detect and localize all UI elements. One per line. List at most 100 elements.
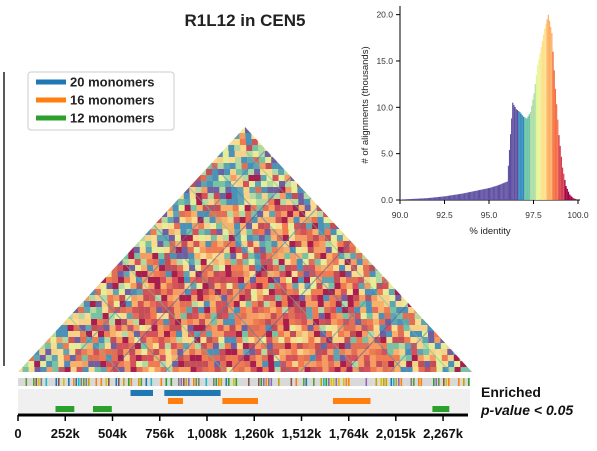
x-tick-label: 252k xyxy=(51,426,81,441)
annotation-mark xyxy=(420,378,423,386)
histogram-bar xyxy=(499,184,501,200)
annotation-mark xyxy=(260,378,263,386)
histogram-bar xyxy=(481,189,483,200)
histogram-bar xyxy=(547,14,549,200)
annotation-mark xyxy=(193,378,195,386)
annotation-mark xyxy=(258,378,260,386)
annotation-mark xyxy=(160,378,163,386)
inset-y-tick-label: 10.0 xyxy=(376,102,393,112)
annotation-mark xyxy=(278,378,280,386)
histogram-bar xyxy=(447,195,449,200)
annotation-mark xyxy=(213,378,215,386)
annotation-mark xyxy=(100,378,103,386)
annotation-mark xyxy=(138,378,140,386)
histogram-bar xyxy=(529,111,532,200)
annotation-mark xyxy=(270,378,273,386)
annotation-mark xyxy=(410,378,413,386)
inset-y-tick-label: 20.0 xyxy=(376,10,393,20)
enriched-segment xyxy=(130,390,153,396)
histogram-bar xyxy=(489,187,491,200)
x-axis: 0 252k 504k 756k 1,008k 1,260k 1,512k 1,764k 2,0… xyxy=(14,413,468,441)
histogram-bar xyxy=(521,115,523,200)
histogram-bar xyxy=(522,116,525,200)
histogram-bar xyxy=(540,47,542,200)
histogram-bar xyxy=(525,117,527,200)
annotation-mark xyxy=(188,378,190,386)
histogram-bar xyxy=(486,188,488,200)
annotation-mark xyxy=(365,378,368,386)
histogram-bar xyxy=(425,198,427,200)
annotation-mark xyxy=(328,378,330,386)
histogram-bar xyxy=(402,199,404,200)
histogram-bar xyxy=(507,165,509,200)
histogram-bar xyxy=(411,198,413,200)
histogram-bar xyxy=(510,134,512,200)
histogram-bar xyxy=(515,109,517,200)
histogram-bar xyxy=(574,198,576,200)
annotation-mark xyxy=(140,378,143,386)
enriched-segment xyxy=(168,398,183,404)
histogram-bar xyxy=(421,198,423,200)
histogram-bar xyxy=(548,20,551,201)
histogram-bar xyxy=(503,182,505,200)
histogram-bar xyxy=(477,190,479,200)
histogram-bar xyxy=(505,181,507,200)
annotation-mark xyxy=(463,378,465,386)
histogram-bar xyxy=(565,186,567,200)
annotation-mark xyxy=(330,378,333,386)
histogram-bar xyxy=(567,191,570,200)
histogram-bar xyxy=(423,198,425,200)
x-tick-label: 1,260k xyxy=(234,426,275,441)
histogram-bar xyxy=(433,197,435,200)
annotation-mark xyxy=(123,378,125,386)
histogram-bar xyxy=(437,196,439,200)
histogram-bar xyxy=(455,194,457,200)
inset-y-tick-label: 5.0 xyxy=(381,149,393,159)
histogram-bar xyxy=(406,199,408,200)
pvalue-label: p-value < 0.05 xyxy=(480,402,573,418)
annotation-mark xyxy=(115,378,118,386)
heatmap-title: R1L12 in CEN5 xyxy=(185,11,306,30)
histogram-bar xyxy=(405,199,407,200)
histogram-bar xyxy=(528,114,530,200)
annotation-mark xyxy=(418,378,420,386)
histogram-bar xyxy=(416,198,418,200)
histogram-bar xyxy=(537,65,539,200)
annotation-mark xyxy=(248,378,250,386)
histogram-bar xyxy=(443,196,445,200)
annotation-mark xyxy=(375,378,378,386)
x-tick-label: 2,015k xyxy=(376,426,417,441)
annotation-mark xyxy=(400,378,403,386)
histogram-bar xyxy=(424,198,426,200)
x-tick-label: 504k xyxy=(98,426,128,441)
x-tick-label: 1,512k xyxy=(282,426,323,441)
histogram-bar xyxy=(480,189,482,200)
histogram-bar xyxy=(472,191,474,200)
annotation-mark xyxy=(385,378,388,386)
annotation-mark xyxy=(413,378,415,386)
histogram-bar xyxy=(403,199,405,200)
histogram-bar xyxy=(541,40,543,200)
monomer-annotation-track xyxy=(18,378,470,413)
annotation-mark xyxy=(55,378,58,386)
histogram-bar xyxy=(461,193,463,200)
histogram-bar xyxy=(466,192,468,200)
histogram-bar xyxy=(436,197,438,200)
histogram-bar xyxy=(494,186,496,200)
histogram-bar xyxy=(497,185,500,200)
histogram-bar xyxy=(454,194,456,200)
annotation-mark xyxy=(118,378,120,386)
annotation-mark xyxy=(33,378,35,386)
inset-xlabel: % identity xyxy=(469,226,510,237)
histogram-bar xyxy=(531,105,533,200)
histogram-bar xyxy=(460,193,462,200)
legend-label: 20 monomers xyxy=(70,75,155,90)
histogram-bar xyxy=(483,189,485,200)
histogram-bar xyxy=(471,191,473,200)
annotation-mark xyxy=(305,378,308,386)
histogram-bar xyxy=(490,187,492,200)
histogram-bar xyxy=(464,193,466,200)
histogram-bar xyxy=(422,198,424,200)
annotation-mark xyxy=(220,378,223,386)
histogram-bar xyxy=(418,198,421,200)
